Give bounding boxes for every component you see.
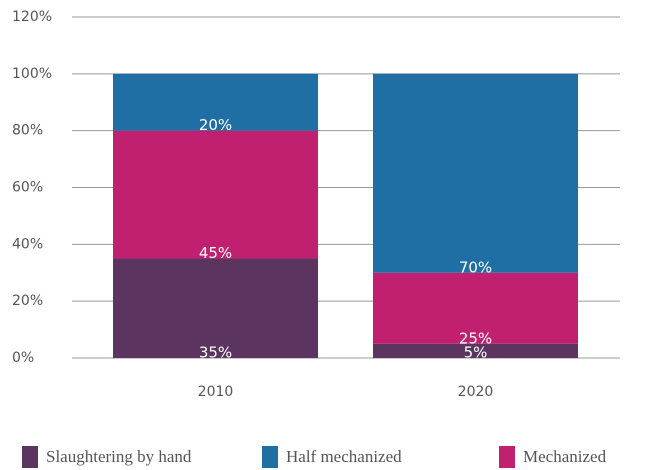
bar-segment — [373, 73, 578, 273]
bar-segment — [113, 130, 318, 259]
value-label: 35% — [199, 344, 232, 362]
value-label: 25% — [459, 329, 492, 347]
y-tick-label: 0% — [12, 350, 34, 366]
value-label: 45% — [199, 244, 232, 262]
legend-label: Half mechanized — [286, 447, 402, 466]
y-tick-label: 100% — [12, 66, 52, 82]
x-tick-label: 2020 — [458, 384, 494, 400]
legend-swatch — [499, 446, 515, 468]
y-tick-label: 40% — [12, 236, 43, 252]
y-tick-label: 120% — [12, 9, 52, 25]
legend-swatch — [22, 446, 38, 468]
y-tick-label: 80% — [12, 123, 43, 139]
legend-label: Mechanized — [523, 447, 607, 466]
y-tick-label: 60% — [12, 180, 43, 196]
bar-segment — [113, 258, 318, 358]
value-label: 20% — [199, 116, 232, 134]
bar-segment — [373, 343, 578, 358]
value-label: 70% — [459, 258, 492, 276]
legend-swatch — [262, 446, 278, 468]
bar-segment — [113, 73, 318, 131]
legend-label: Slaughtering by hand — [46, 447, 192, 466]
y-tick-label: 20% — [12, 293, 43, 309]
x-tick-label: 2010 — [198, 384, 234, 400]
value-label: 5% — [464, 344, 488, 362]
bar-segment — [373, 272, 578, 344]
